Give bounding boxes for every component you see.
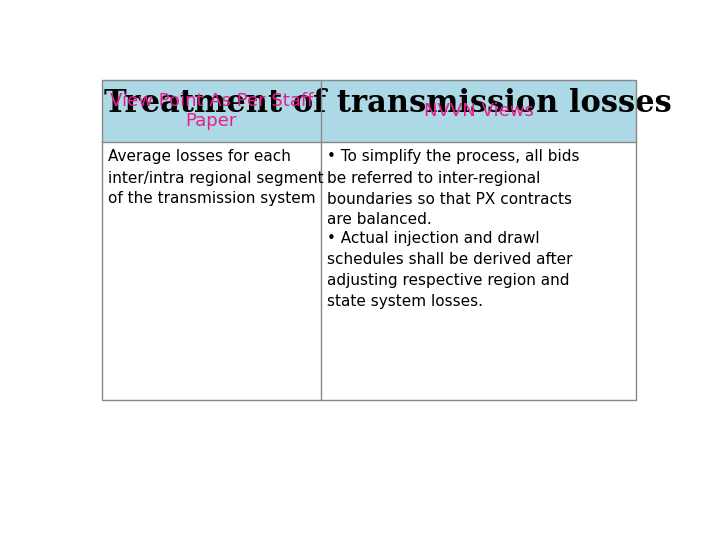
Bar	[102, 80, 321, 142]
Text: View Point As Per Staff
Paper: View Point As Per Staff Paper	[109, 92, 313, 130]
Text: NVVN Views: NVVN Views	[423, 102, 534, 120]
Bar	[321, 80, 636, 142]
Text: • Actual injection and drawl
schedules shall be derived after
adjusting respecti: • Actual injection and drawl schedules s…	[327, 231, 572, 309]
Text: Treatment of transmission losses: Treatment of transmission losses	[104, 88, 672, 119]
Bar	[102, 142, 321, 400]
Text: Average losses for each
inter/intra regional segment
of the transmission system: Average losses for each inter/intra regi…	[108, 150, 323, 206]
Bar	[321, 142, 636, 400]
Text: • To simplify the process, all bids
be referred to inter-regional
boundaries so : • To simplify the process, all bids be r…	[327, 150, 580, 227]
Bar	[102, 80, 636, 400]
